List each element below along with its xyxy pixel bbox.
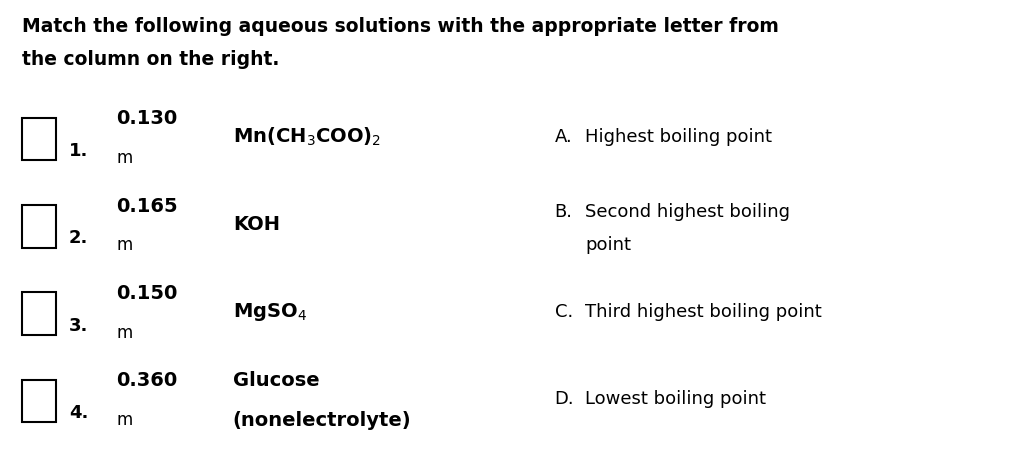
Text: the column on the right.: the column on the right. (22, 50, 279, 68)
Text: 0.360: 0.360 (116, 371, 178, 390)
Text: (nonelectrolyte): (nonelectrolyte) (233, 411, 411, 430)
Text: Lowest boiling point: Lowest boiling point (584, 390, 765, 408)
Text: m: m (116, 324, 132, 342)
Text: 3.: 3. (69, 317, 88, 335)
Text: A.: A. (554, 128, 572, 146)
Text: B.: B. (554, 203, 572, 221)
Text: Third highest boiling point: Third highest boiling point (584, 303, 821, 320)
Text: Highest boiling point: Highest boiling point (584, 128, 771, 146)
Text: 0.150: 0.150 (116, 284, 178, 303)
Text: D.: D. (554, 390, 573, 408)
Text: m: m (116, 236, 132, 254)
Text: 0.130: 0.130 (116, 110, 178, 128)
Text: MgSO$_4$: MgSO$_4$ (233, 301, 306, 322)
Text: C.: C. (554, 303, 572, 320)
Text: 4.: 4. (69, 404, 88, 422)
Text: 0.165: 0.165 (116, 197, 178, 216)
Text: Match the following aqueous solutions with the appropriate letter from: Match the following aqueous solutions wi… (22, 17, 778, 35)
Text: KOH: KOH (233, 215, 279, 234)
FancyBboxPatch shape (22, 292, 56, 335)
Text: Mn(CH$_3$COO)$_2$: Mn(CH$_3$COO)$_2$ (233, 126, 380, 148)
FancyBboxPatch shape (22, 205, 56, 247)
Text: Glucose: Glucose (233, 371, 319, 390)
Text: point: point (584, 236, 630, 254)
Text: 2.: 2. (69, 229, 88, 247)
Text: Second highest boiling: Second highest boiling (584, 203, 790, 221)
Text: m: m (116, 149, 132, 167)
FancyBboxPatch shape (22, 118, 56, 160)
Text: 1.: 1. (69, 142, 88, 160)
Text: m: m (116, 411, 132, 429)
FancyBboxPatch shape (22, 379, 56, 422)
